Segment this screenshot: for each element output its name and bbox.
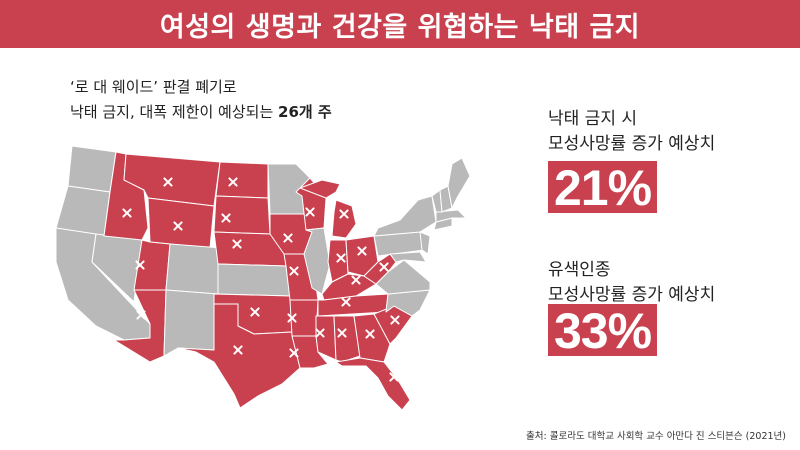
stat-1-value: 21% [548,161,658,213]
title-banner: 여성의 생명과 건강을 위협하는 낙태 금지 [0,0,800,48]
stat-2-label-line-2: 모성사망률 증가 예상치 [548,285,716,305]
subtitle-line-2-text: 낙태 금지, 대폭 제한이 예상되는 [70,103,279,121]
stat-2-value: 33% [548,304,658,356]
stat-2-label-line-1: 유색인종 [548,260,611,280]
state-nj [419,231,431,255]
state-mi-upper [299,179,341,199]
stat-2-label: 유색인종 모성사망률 증가 예상치 [548,258,788,308]
subtitle-highlight: 26개 주 [278,103,332,121]
state-il [303,227,331,295]
state-wa [67,145,117,193]
state-nm [163,289,219,357]
subtitle-line-2: 낙태 금지, 대폭 제한이 예상되는 26개 주 [70,100,430,125]
source-note: 출처: 콜로라도 대학교 사회학 교수 아만다 진 스티븐슨 (2021년) [526,431,786,442]
state-ma [435,209,467,223]
stat-1-label-line-2: 모성사망률 증가 예상치 [548,134,716,154]
state-nd [215,161,269,199]
state-me [447,157,471,209]
state-ga [353,313,391,363]
subtitle-line-1: ‘로 대 웨이드’ 판결 폐기로 [70,78,237,96]
stat-1-label-line-1: 낙태 금지 시 [548,109,638,129]
state-or [55,185,111,237]
state-tx [177,303,301,409]
subtitle: ‘로 대 웨이드’ 판결 폐기로 낙태 금지, 대폭 제한이 예상되는 26개 … [70,75,430,125]
state-co [165,243,223,295]
state-md [389,251,427,263]
state-ms [315,315,337,361]
page-title: 여성의 생명과 건강을 위협하는 낙태 금지 [159,11,641,43]
stat-1-label: 낙태 금지 시 모성사망률 증가 예상치 [548,107,788,157]
state-ar [289,299,319,337]
state-ks [217,263,291,297]
state-fl [335,357,411,411]
state-ny [373,195,437,237]
state-mi [331,199,357,239]
